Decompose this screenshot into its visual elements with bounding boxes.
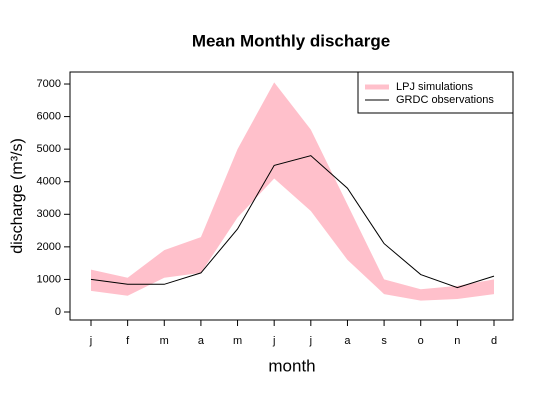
x-tick-label: d xyxy=(491,335,497,347)
x-tick-label: a xyxy=(198,335,205,347)
simulation-band xyxy=(91,82,494,301)
y-axis-label: discharge (m³/s) xyxy=(9,138,26,254)
x-tick-label: j xyxy=(89,335,92,347)
y-tick-label: 7000 xyxy=(37,78,61,90)
legend-label: LPJ simulations xyxy=(396,81,474,93)
plot-frame xyxy=(69,71,514,321)
y-tick-label: 3000 xyxy=(37,208,61,220)
x-tick-label: f xyxy=(126,335,130,347)
x-tick-label: m xyxy=(233,335,242,347)
x-tick-label: j xyxy=(309,335,312,347)
x-tick-label: m xyxy=(160,335,169,347)
observation-line xyxy=(90,155,495,289)
legend-box xyxy=(357,71,514,114)
y-tick-label: 0 xyxy=(55,306,61,318)
x-tick-label: o xyxy=(418,335,424,347)
chart-title: Mean Monthly discharge xyxy=(192,31,390,50)
y-tick-label: 6000 xyxy=(37,110,61,122)
x-axis-label: month xyxy=(268,356,315,375)
x-tick-label: s xyxy=(381,335,387,347)
y-tick-label: 5000 xyxy=(37,143,61,155)
legend-label: GRDC observations xyxy=(396,94,494,106)
x-tick-label: a xyxy=(344,335,351,347)
y-tick-label: 4000 xyxy=(37,176,61,188)
x-tick-label: n xyxy=(454,335,460,347)
y-tick-label: 2000 xyxy=(37,241,61,253)
y-tick-label: 1000 xyxy=(37,273,61,285)
x-tick-label: j xyxy=(272,335,275,347)
